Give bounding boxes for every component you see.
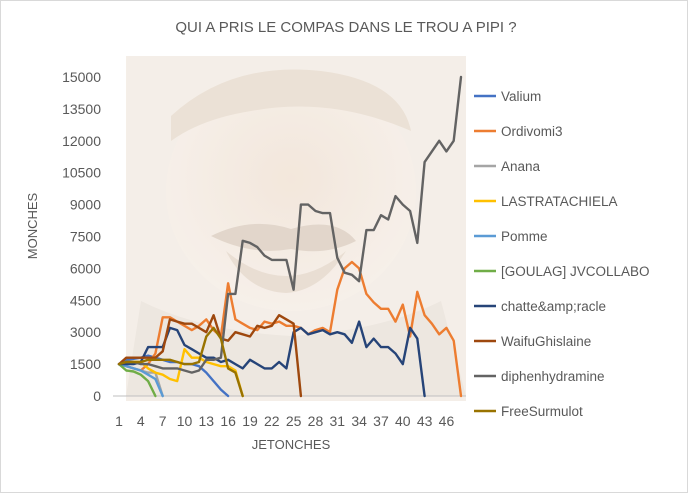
y-tick-label: 1500 — [70, 356, 101, 372]
y-tick-label: 12000 — [62, 133, 101, 149]
legend-label: Anana — [501, 159, 541, 174]
series-lines — [117, 75, 463, 398]
legend-label: LASTRATACHIELA — [501, 194, 618, 209]
y-tick-label: 9000 — [70, 197, 101, 213]
y-tick-label: 15000 — [62, 69, 101, 85]
legend-item: [GOULAG] JVCOLLABO — [474, 264, 650, 279]
y-tick-label: 13500 — [62, 101, 101, 117]
y-axis-title: MONCHES — [25, 192, 40, 259]
legend: Valium Ordivomi3 Anana LASTRATACHIELA Pomme [… — [474, 89, 650, 419]
legend-label: Valium — [501, 89, 541, 104]
y-tick-label: 10500 — [62, 165, 101, 181]
legend-label: chatte&amp;racle — [501, 299, 606, 314]
x-tick-label: 10 — [177, 413, 193, 429]
x-tick-label: 7 — [159, 413, 167, 429]
legend-label: Pomme — [501, 229, 548, 244]
x-tick-label: 4 — [137, 413, 145, 429]
series-line-5 — [117, 362, 164, 398]
x-tick-label: 46 — [439, 413, 455, 429]
y-tick-label: 0 — [93, 388, 101, 404]
legend-item: Pomme — [474, 229, 548, 244]
legend-item: FreeSurmulot — [474, 404, 583, 419]
series-line-10 — [117, 326, 244, 398]
legend-item: diphenhydramine — [474, 369, 605, 384]
y-tick-label: 3000 — [70, 324, 101, 340]
y-tick-label: 7500 — [70, 229, 101, 245]
x-tick-label: 40 — [395, 413, 411, 429]
y-tick-label: 4500 — [70, 292, 101, 308]
legend-item: Anana — [474, 159, 541, 174]
legend-label: FreeSurmulot — [501, 404, 583, 419]
x-tick-label: 28 — [308, 413, 324, 429]
legend-label: diphenhydramine — [501, 369, 605, 384]
legend-label: WaifuGhislaine — [501, 334, 591, 349]
x-tick-label: 43 — [417, 413, 433, 429]
series-line-8 — [117, 314, 303, 398]
legend-item: chatte&amp;racle — [474, 299, 606, 314]
x-tick-label: 13 — [199, 413, 215, 429]
x-tick-label: 25 — [286, 413, 302, 429]
x-axis-title: JETONCHES — [252, 437, 331, 452]
legend-label: Ordivomi3 — [501, 124, 563, 139]
chart-title: QUI A PRIS LE COMPAS DANS LE TROU A PIPI… — [175, 19, 516, 36]
x-tick-label: 31 — [330, 413, 346, 429]
legend-item: Ordivomi3 — [474, 124, 563, 139]
x-tick-label: 34 — [351, 413, 367, 429]
x-tick-label: 19 — [242, 413, 258, 429]
series-line-6 — [117, 362, 157, 398]
legend-item: Valium — [474, 89, 541, 104]
legend-item: WaifuGhislaine — [474, 334, 591, 349]
legend-item: LASTRATACHIELA — [474, 194, 618, 209]
y-tick-label: 6000 — [70, 260, 101, 276]
series-line-7 — [117, 320, 426, 398]
legend-label: [GOULAG] JVCOLLABO — [501, 264, 650, 279]
x-tick-label: 37 — [373, 413, 389, 429]
x-tick-label: 1 — [115, 413, 123, 429]
x-tick-label: 16 — [220, 413, 236, 429]
x-tick-label: 22 — [264, 413, 280, 429]
series-line-9 — [117, 75, 463, 374]
x-tick-labels: 1 4 7 10 13 16 19 22 25 28 31 34 37 40 43 46 — [115, 413, 454, 429]
y-tick-labels: 0 1500 3000 4500 6000 7500 9000 10500 12000 13500… — [62, 69, 101, 404]
